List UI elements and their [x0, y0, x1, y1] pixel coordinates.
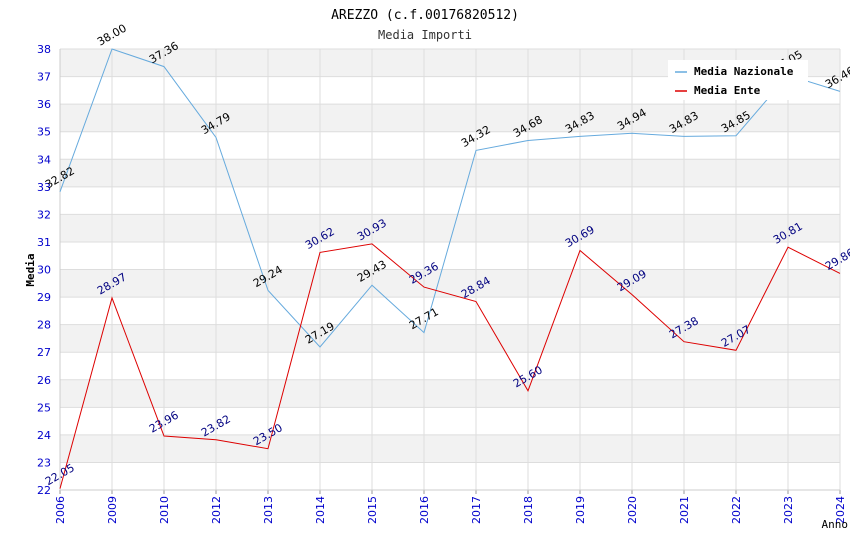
grid-bands [60, 49, 840, 463]
x-tick-label: 2013 [262, 496, 275, 524]
y-tick-label: 32 [37, 208, 51, 221]
y-axis-ticks: 22 23 24 25 26 27 28 29 30 31 32 33 34 35 36 37 38 [37, 43, 51, 497]
grid-band [60, 434, 840, 463]
series-line-media-ente [59, 243, 841, 489]
x-tick-label: 2021 [678, 496, 691, 524]
y-tick-label: 31 [37, 236, 51, 249]
data-label-media-ente: 29.86 [823, 246, 850, 273]
y-tick-label: 34 [37, 153, 51, 166]
x-tick-label: 2010 [158, 496, 171, 524]
chart-title: AREZZO (c.f.00176820512) [331, 8, 519, 23]
x-tick-label: 2009 [106, 496, 119, 524]
x-tick-label: 2018 [522, 496, 535, 524]
grid-band [60, 159, 840, 187]
y-axis-label: Media [24, 253, 37, 286]
x-tick-label: 2024 [834, 496, 847, 524]
legend-box [668, 60, 808, 100]
y-tick-label: 23 [37, 456, 51, 469]
x-tick-label: 2014 [314, 496, 327, 524]
data-label-media-nazionale: 38.00 [95, 22, 129, 49]
gridlines [59, 48, 841, 491]
chart-subtitle: Media Importi [378, 28, 472, 42]
y-tick-label: 28 [37, 319, 51, 332]
y-tick-label: 35 [37, 126, 51, 139]
legend-label-media-nazionale: Media Nazionale [694, 65, 794, 78]
x-tick-label: 2019 [574, 496, 587, 524]
grid-band [60, 214, 840, 242]
x-axis-ticks: 2006 2009 2010 2012 2013 2014 2015 2016 2017 2018… [54, 496, 847, 524]
grid-band [60, 269, 840, 298]
series-lines [59, 48, 841, 489]
y-tick-label: 27 [37, 346, 51, 359]
y-tick-label: 37 [37, 71, 51, 84]
axes [59, 49, 841, 494]
grid-band [60, 324, 840, 353]
legend: Media Nazionale Media Ente [668, 60, 808, 100]
x-tick-label: 2020 [626, 496, 639, 524]
legend-label-media-ente: Media Ente [694, 84, 761, 97]
y-tick-label: 38 [37, 43, 51, 56]
y-tick-label: 33 [37, 181, 51, 194]
x-tick-label: 2016 [418, 496, 431, 524]
grid-band [60, 104, 840, 132]
series-line-media-nazionale [59, 48, 841, 348]
y-tick-label: 30 [37, 264, 51, 277]
x-tick-label: 2006 [54, 496, 67, 524]
y-tick-label: 36 [37, 98, 51, 111]
y-tick-label: 29 [37, 291, 51, 304]
x-tick-label: 2023 [782, 496, 795, 524]
y-tick-label: 26 [37, 374, 51, 387]
y-tick-label: 25 [37, 401, 51, 414]
y-tick-label: 22 [37, 484, 51, 497]
x-axis-label: Anno [822, 518, 849, 531]
y-tick-label: 24 [37, 429, 51, 442]
x-tick-label: 2012 [210, 496, 223, 524]
x-tick-label: 2017 [470, 496, 483, 524]
grid-band [60, 379, 840, 408]
x-tick-label: 2022 [730, 496, 743, 524]
x-tick-label: 2015 [366, 496, 379, 524]
